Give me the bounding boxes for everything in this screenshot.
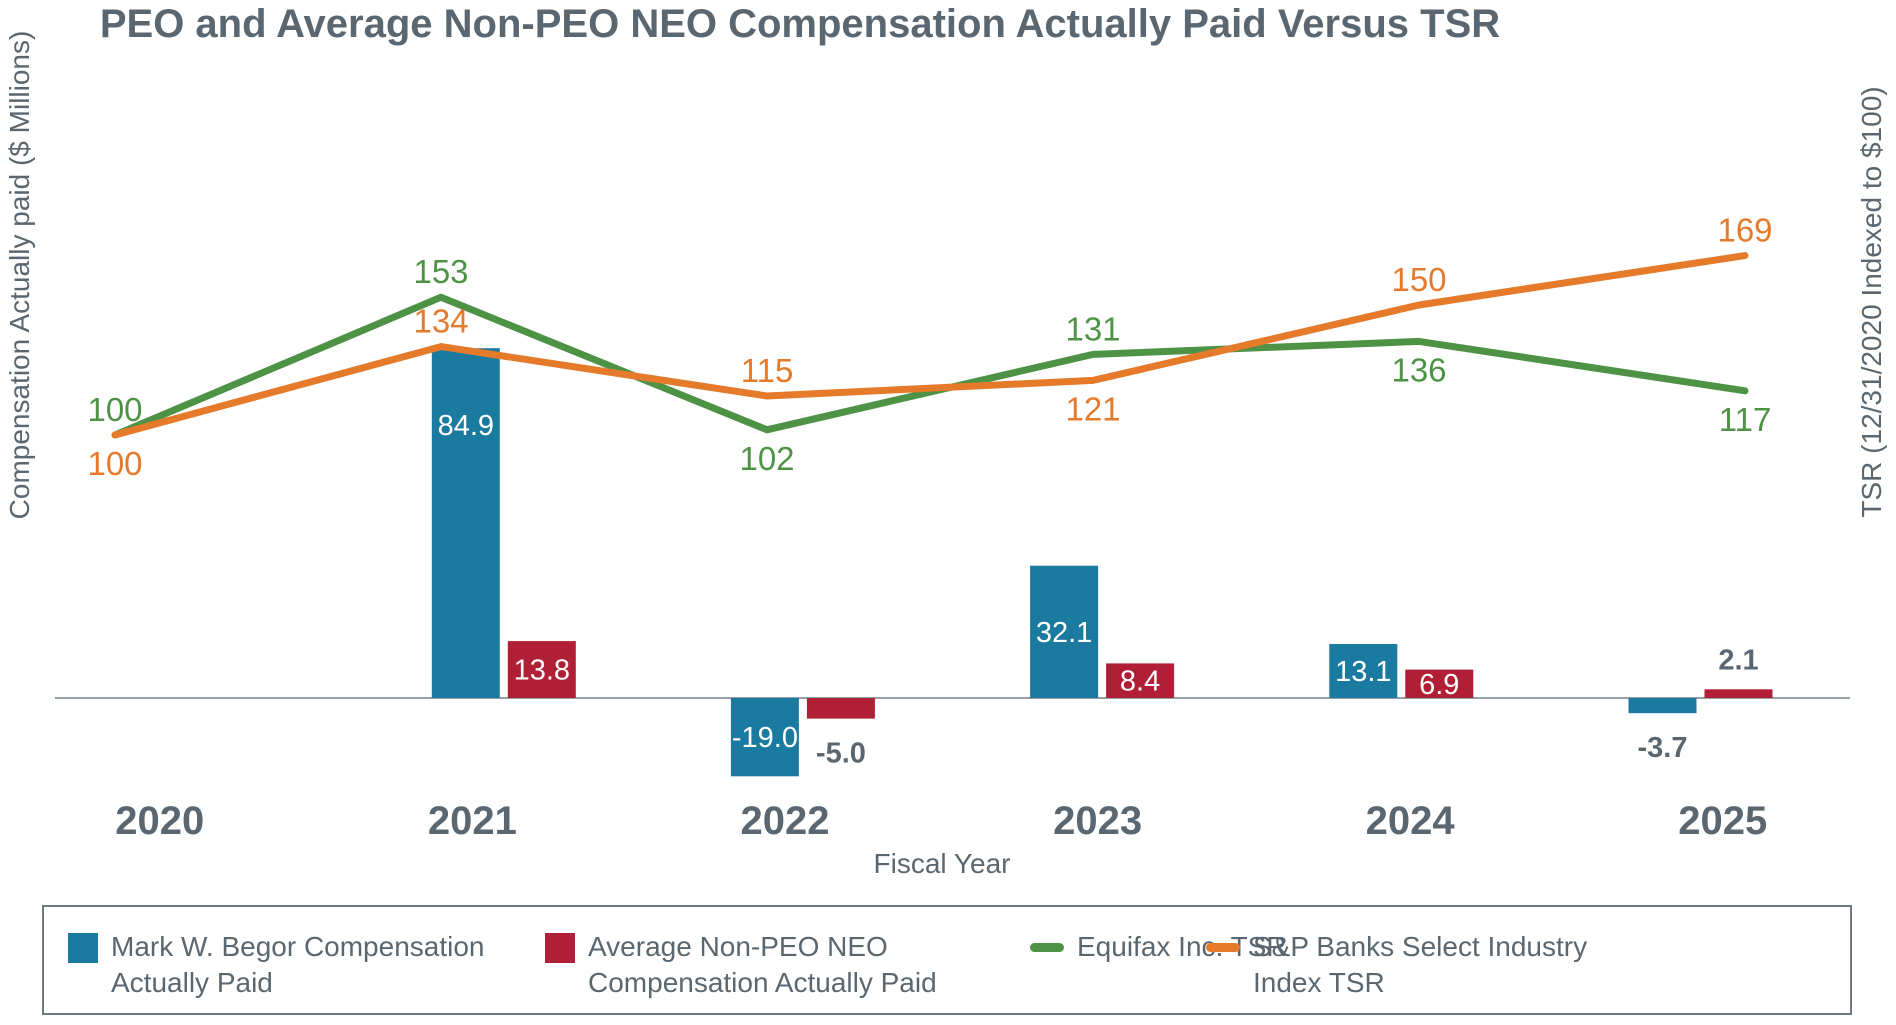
line-label-equifax-2025: 117 xyxy=(1719,401,1772,438)
year-label-2023: 2023 xyxy=(1053,799,1142,843)
bar-label-peo-2024: 13.1 xyxy=(1335,656,1391,688)
line-label-sp-2021: 134 xyxy=(413,303,468,340)
line-label-equifax-2022: 102 xyxy=(739,440,794,477)
bar-label-neo-2023: 8.4 xyxy=(1120,666,1160,698)
year-label-2020: 2020 xyxy=(115,799,204,843)
year-label-2021: 2021 xyxy=(428,799,517,843)
neo-bar-swatch-icon xyxy=(545,933,575,963)
bar-peo-2025 xyxy=(1628,698,1697,714)
equifax-line-swatch-icon xyxy=(1030,943,1064,952)
chart-title: PEO and Average Non-PEO NEO Compensation… xyxy=(99,2,1501,46)
bar-label-neo-2025: 2.1 xyxy=(1718,644,1758,676)
bar-label-peo-2023: 32.1 xyxy=(1036,617,1092,649)
bar-label-peo-2025: -3.7 xyxy=(1638,732,1688,764)
year-label-2025: 2025 xyxy=(1678,799,1767,843)
legend: Mark W. Begor Compensation Actually Paid… xyxy=(42,905,1852,1015)
line-label-equifax-2024: 136 xyxy=(1391,351,1446,388)
legend-item-neo: Average Non-PEO NEO Compensation Actuall… xyxy=(545,929,937,1001)
bar-peo-2021 xyxy=(431,348,500,698)
bar-label-peo-2022: -19.0 xyxy=(732,722,798,754)
line-label-equifax-2021: 153 xyxy=(413,253,468,290)
line-label-sp-2020: 100 xyxy=(87,445,142,482)
line-label-equifax-2023: 131 xyxy=(1065,310,1120,347)
bar-peo-2024 xyxy=(1329,644,1398,698)
legend-item-equifax-tsr: Equifax Inc. TSR xyxy=(1030,929,1287,965)
bar-neo-2021 xyxy=(507,641,576,698)
bar-neo-2025 xyxy=(1704,689,1773,698)
legend-item-sp-banks-tsr: S&P Banks Select Industry Index TSR xyxy=(1206,929,1587,1001)
legend-label-peo: Mark W. Begor Compensation Actually Paid xyxy=(111,931,485,998)
bar-neo-2022 xyxy=(806,698,875,719)
legend-item-peo: Mark W. Begor Compensation Actually Paid xyxy=(68,929,485,1001)
x-axis-title: Fiscal Year xyxy=(873,848,1011,879)
bar-label-peo-2021: 84.9 xyxy=(438,410,494,442)
bar-peo-2022 xyxy=(730,698,799,777)
line-sp xyxy=(111,252,1749,439)
peo-bar-swatch-icon xyxy=(68,933,98,963)
bar-neo-2023 xyxy=(1106,663,1175,698)
line-equifax xyxy=(111,293,1749,439)
line-label-equifax-2020: 100 xyxy=(87,391,142,428)
sp-line-swatch-icon xyxy=(1206,943,1240,952)
bar-peo-2023 xyxy=(1030,565,1099,698)
line-label-sp-2023: 121 xyxy=(1065,390,1120,427)
line-label-sp-2025: 169 xyxy=(1717,212,1772,249)
bar-neo-2024 xyxy=(1405,669,1474,698)
year-label-2024: 2024 xyxy=(1366,799,1456,843)
bar-label-neo-2022: -5.0 xyxy=(816,738,866,770)
bar-label-neo-2024: 6.9 xyxy=(1419,669,1459,701)
year-label-2022: 2022 xyxy=(741,799,830,843)
legend-label-sp-banks-tsr: S&P Banks Select Industry Index TSR xyxy=(1253,931,1588,998)
legend-label-neo: Average Non-PEO NEO Compensation Actuall… xyxy=(588,931,937,998)
legend-label-equifax-tsr: Equifax Inc. TSR xyxy=(1077,931,1287,962)
line-label-sp-2024: 150 xyxy=(1391,261,1446,298)
bar-label-neo-2021: 13.8 xyxy=(514,655,570,687)
line-label-sp-2022: 115 xyxy=(741,352,794,389)
